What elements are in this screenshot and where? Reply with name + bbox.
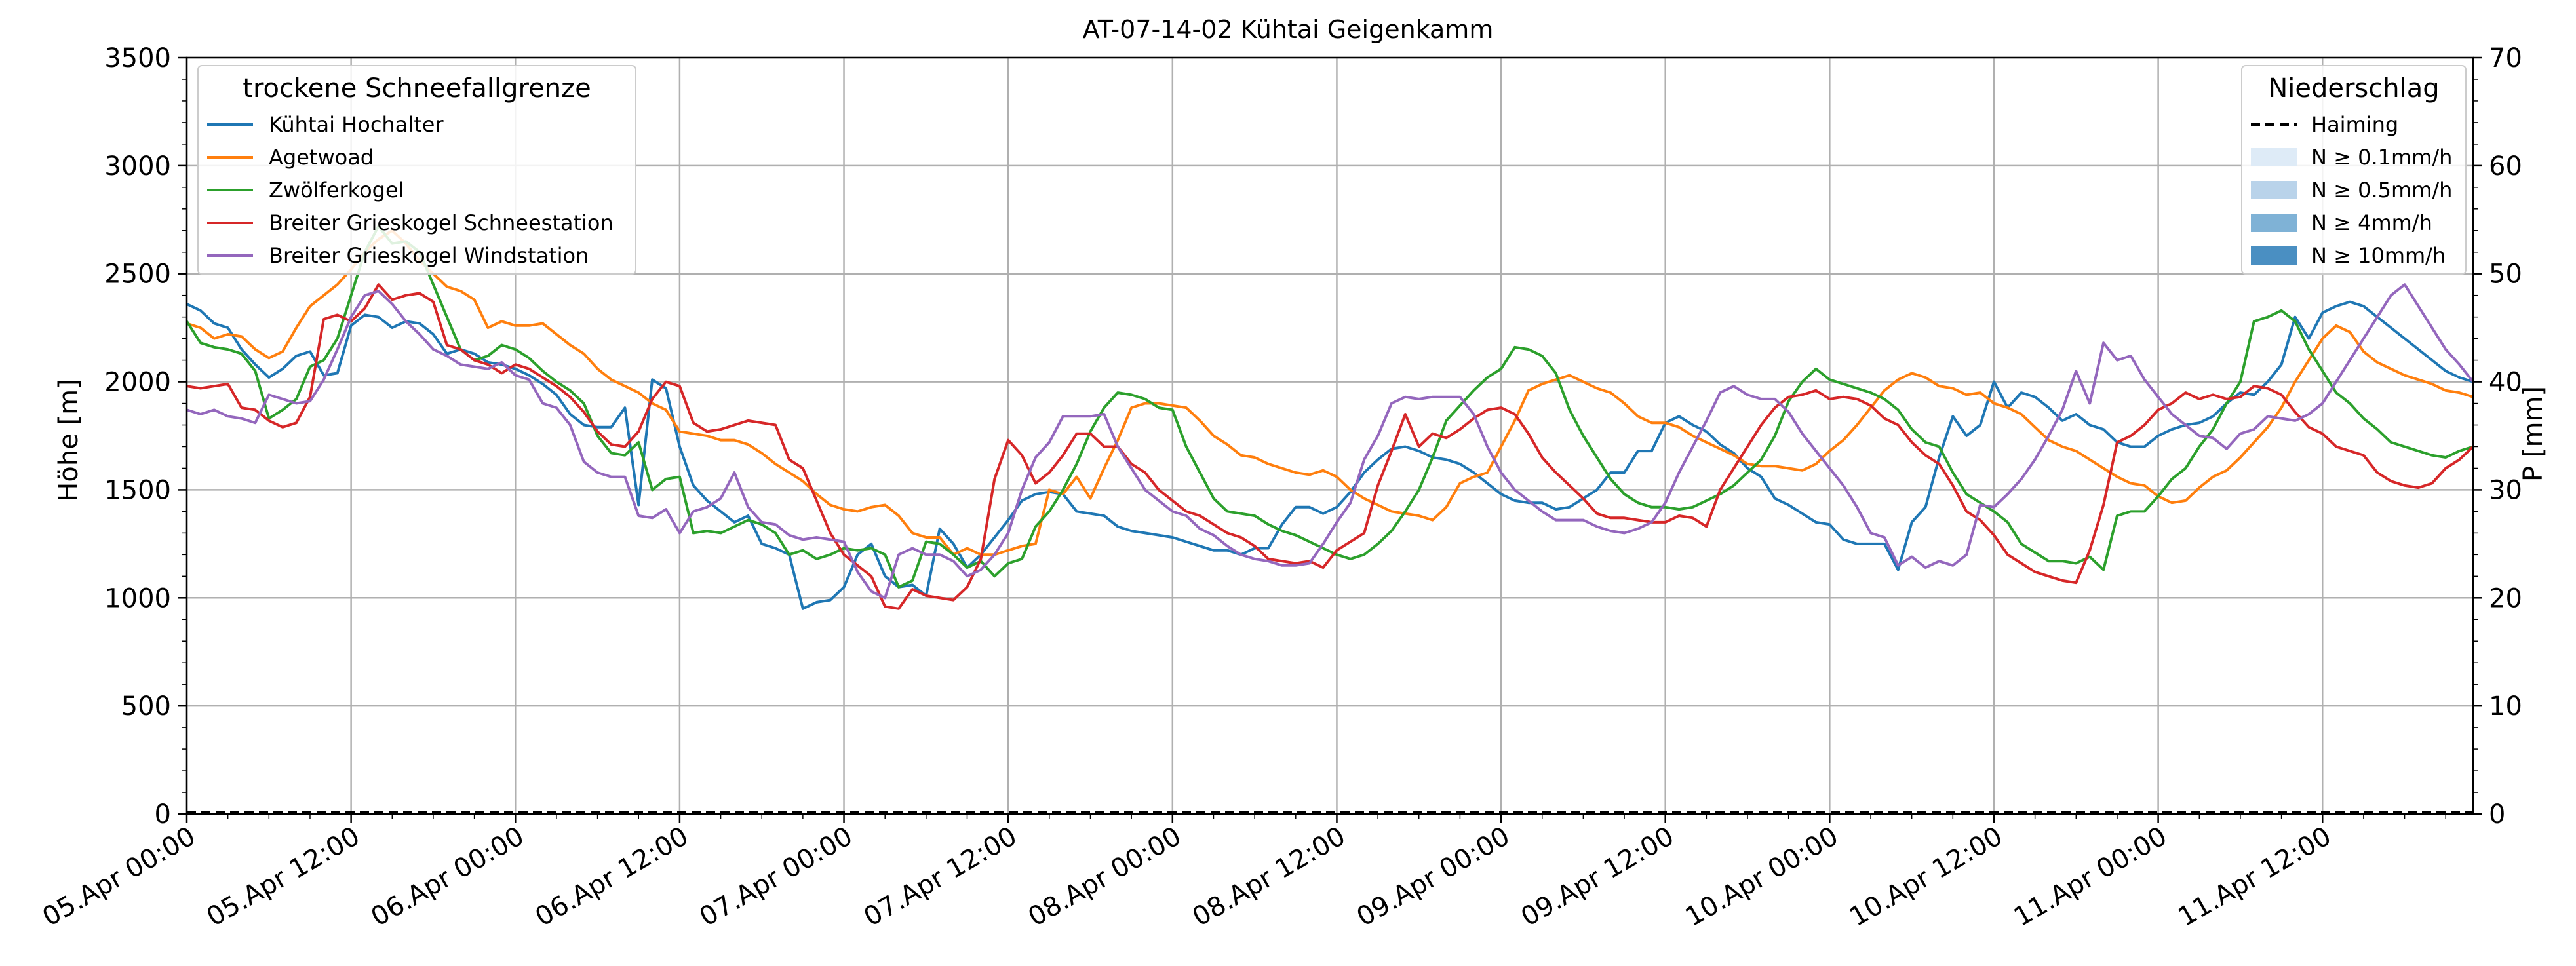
x-tick-label: 11.Apr 00:00 bbox=[2009, 821, 2172, 933]
y-axis-label: Höhe [m] bbox=[54, 379, 84, 501]
legend-right: Niederschlag Haiming N ≥ 0.1mm/h N ≥ 0.5mm/… bbox=[2241, 65, 2467, 275]
legend-right-label: Haiming bbox=[2311, 112, 2398, 137]
y-tick-label: 2500 bbox=[104, 260, 171, 290]
legend-right-swatch bbox=[2251, 246, 2297, 265]
y-tick-label: 500 bbox=[121, 691, 171, 722]
axes bbox=[185, 56, 2474, 815]
legend-right-label: N ≥ 4mm/h bbox=[2311, 210, 2432, 235]
y2-tick-label: 20 bbox=[2489, 583, 2522, 613]
x-tick-label: 09.Apr 12:00 bbox=[1516, 821, 1679, 933]
legend-right-label: N ≥ 0.1mm/h bbox=[2311, 145, 2452, 170]
series-line bbox=[185, 225, 2474, 589]
x-tick-label: 09.Apr 00:00 bbox=[1352, 821, 1515, 933]
y2-tick-label: 50 bbox=[2489, 260, 2522, 290]
legend-right-swatch bbox=[2251, 148, 2297, 166]
legend-right-label: N ≥ 10mm/h bbox=[2311, 243, 2446, 268]
y2-tick-label: 40 bbox=[2489, 368, 2522, 398]
y-tick-label: 1500 bbox=[104, 475, 171, 505]
x-tick-label: 07.Apr 12:00 bbox=[859, 821, 1022, 933]
legend-right-title: Niederschlag bbox=[2268, 73, 2439, 104]
legend-left-label: Kühtai Hochalter bbox=[269, 112, 444, 137]
x-tick-label: 07.Apr 00:00 bbox=[695, 821, 858, 933]
legend-right-swatch bbox=[2251, 214, 2297, 232]
legend-right-box bbox=[2241, 65, 2467, 275]
series-lines bbox=[185, 225, 2474, 610]
series-line bbox=[186, 283, 2474, 610]
series-line bbox=[186, 300, 2474, 610]
legend-right-swatch bbox=[2251, 181, 2297, 199]
chart-title: AT-07-14-02 Kühtai Geigenkamm bbox=[1083, 15, 1494, 44]
y-tick-label: 2000 bbox=[104, 368, 171, 398]
y2-tick-label: 30 bbox=[2489, 475, 2522, 505]
legend-left-box bbox=[197, 65, 636, 275]
y2-axis-label: P [mm] bbox=[2518, 386, 2548, 482]
y2-tick-label: 0 bbox=[2489, 800, 2505, 830]
x-tick-label: 08.Apr 00:00 bbox=[1023, 821, 1186, 933]
legend-left-title: trockene Schneefallgrenze bbox=[243, 73, 591, 104]
x-tick-label: 06.Apr 00:00 bbox=[366, 821, 529, 933]
legend-right-label: N ≥ 0.5mm/h bbox=[2311, 178, 2452, 203]
legend-left-label: Breiter Grieskogel Schneestation bbox=[269, 210, 614, 235]
legend-left-label: Agetwoad bbox=[269, 145, 374, 170]
y-tick-label: 3500 bbox=[104, 43, 171, 73]
x-tick-label: 06.Apr 12:00 bbox=[530, 821, 693, 933]
legend-left-label: Zwölferkogel bbox=[269, 178, 404, 203]
x-tick-label: 05.Apr 12:00 bbox=[202, 821, 365, 933]
y2-tick-label: 60 bbox=[2489, 151, 2522, 182]
series-line bbox=[186, 229, 2474, 556]
x-tick-label: 05.Apr 00:00 bbox=[37, 821, 201, 933]
x-tick-label: 11.Apr 12:00 bbox=[2173, 821, 2336, 933]
legend-left-label: Breiter Grieskogel Windstation bbox=[269, 243, 589, 268]
y-tick-label: 3000 bbox=[104, 151, 171, 182]
x-tick-label: 10.Apr 00:00 bbox=[1680, 821, 1843, 933]
x-tick-label: 08.Apr 12:00 bbox=[1188, 821, 1351, 933]
y2-tick-label: 70 bbox=[2489, 43, 2522, 73]
y2-tick-label: 10 bbox=[2489, 691, 2522, 722]
plot-frame bbox=[185, 56, 2474, 815]
x-tick-label: 10.Apr 12:00 bbox=[1844, 821, 2008, 933]
legend-left: trockene Schneefallgrenze Kühtai Hochalte… bbox=[197, 65, 636, 275]
series-line bbox=[186, 283, 2474, 600]
y-tick-label: 1000 bbox=[104, 583, 171, 613]
y-tick-label: 0 bbox=[155, 800, 171, 830]
